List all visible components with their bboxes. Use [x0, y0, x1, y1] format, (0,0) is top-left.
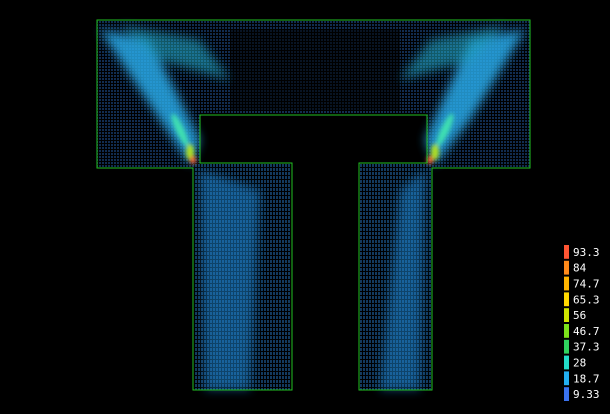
legend-swatch	[564, 356, 569, 370]
legend-swatch	[564, 245, 569, 259]
flow-view: 93.3 84 74.7 65.3 56 46.7 37.3 28 18.7 9.33	[0, 0, 610, 414]
legend-label: 93.3	[573, 246, 600, 259]
flow-field	[97, 20, 530, 390]
legend-swatch	[564, 277, 569, 291]
legend-swatch	[564, 292, 569, 306]
legend-swatch	[564, 387, 569, 401]
page: {"legend": {"levels": [ {"label": 93.3, …	[0, 0, 610, 414]
legend-label: 28	[573, 357, 586, 370]
legend: 93.3 84 74.7 65.3 56 46.7 37.3 28 18.7 9.33	[564, 245, 600, 401]
legend-label: 9.33	[573, 388, 600, 401]
legend-label: 65.3	[573, 293, 600, 306]
legend-swatch	[564, 324, 569, 338]
legend-label: 18.7	[573, 372, 600, 385]
legend-label: 56	[573, 309, 586, 322]
legend-label: 84	[573, 262, 587, 275]
legend-label: 37.3	[573, 341, 600, 354]
legend-swatch	[564, 261, 569, 275]
legend-label: 46.7	[573, 325, 600, 338]
legend-swatch	[564, 308, 569, 322]
legend-swatch	[564, 340, 569, 354]
legend-label: 74.7	[573, 278, 600, 291]
legend-swatch	[564, 371, 569, 385]
